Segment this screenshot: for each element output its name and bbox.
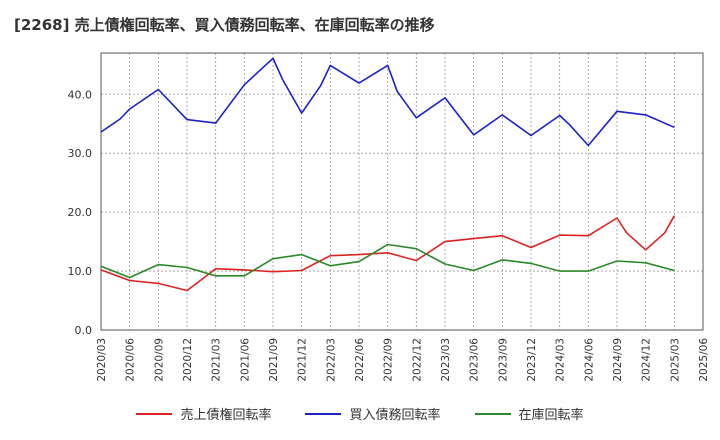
legend-label-inventory: 在庫回転率 <box>518 408 584 423</box>
legend-swatch-payables <box>305 412 342 415</box>
x-tick-label: 2022/03 <box>325 338 337 382</box>
chart-title: [2268] 売上債権回転率、買入債務回転率、在庫回転率の推移 <box>14 16 435 34</box>
series-line-0 <box>100 215 675 292</box>
x-tick-label: 2022/09 <box>383 338 395 382</box>
legend-swatch-inventory <box>474 412 511 415</box>
x-tick-label: 2024/06 <box>583 338 595 382</box>
x-tick-label: 2020/12 <box>182 338 194 382</box>
x-tick-label: 2023/03 <box>440 338 452 382</box>
x-tick-label: 2021/03 <box>211 338 223 382</box>
x-tick-label: 2025/03 <box>669 338 681 382</box>
series-line-2 <box>100 243 675 279</box>
x-tick-label: 2021/06 <box>239 338 251 382</box>
y-tick-label: 0.0 <box>75 324 93 337</box>
y-tick-labels: 0.0 10.0 20.0 30.0 40.0 <box>68 88 93 337</box>
x-tick-label: 2021/12 <box>297 338 309 382</box>
series-lines <box>100 57 675 292</box>
x-tick-label: 2022/12 <box>411 338 423 382</box>
x-tick-label: 2023/12 <box>526 338 538 382</box>
x-tick-label: 2020/06 <box>125 338 137 382</box>
plot-area-frame <box>100 52 704 331</box>
x-tick-label: 2024/03 <box>555 338 567 382</box>
y-tick-label: 40.0 <box>68 88 93 101</box>
x-tick-label: 2023/06 <box>469 338 481 382</box>
legend-label-receivables: 売上債権回転率 <box>180 408 272 423</box>
x-tick-label: 2024/12 <box>641 338 653 382</box>
series-line-1 <box>100 57 675 147</box>
y-tick-label: 10.0 <box>68 265 93 278</box>
x-tick-label: 2020/03 <box>96 338 108 382</box>
x-tick-label: 2020/09 <box>153 338 165 382</box>
legend-item-inventory: 在庫回転率 <box>474 404 584 423</box>
x-tick-label: 2024/09 <box>612 338 624 382</box>
legend-item-payables: 買入債務回転率 <box>305 404 441 423</box>
x-tick-label: 2021/09 <box>268 338 280 382</box>
x-tick-label: 2023/09 <box>497 338 509 382</box>
legend-item-receivables: 売上債権回転率 <box>136 404 271 423</box>
y-tick-label: 30.0 <box>68 147 93 160</box>
legend-swatch-receivables <box>136 412 173 415</box>
y-tick-label: 20.0 <box>68 206 93 219</box>
legend: 売上債権回転率 買入債務回転率 在庫回転率 <box>0 404 720 423</box>
x-tick-label: 2022/06 <box>354 338 366 382</box>
legend-label-payables: 買入債務回転率 <box>349 408 441 423</box>
x-tick-label: 2025/06 <box>698 338 710 382</box>
x-tick-labels: 2020/03 2020/06 2020/09 2020/12 2021/03 2021/… <box>96 338 710 382</box>
gridlines <box>101 53 703 330</box>
